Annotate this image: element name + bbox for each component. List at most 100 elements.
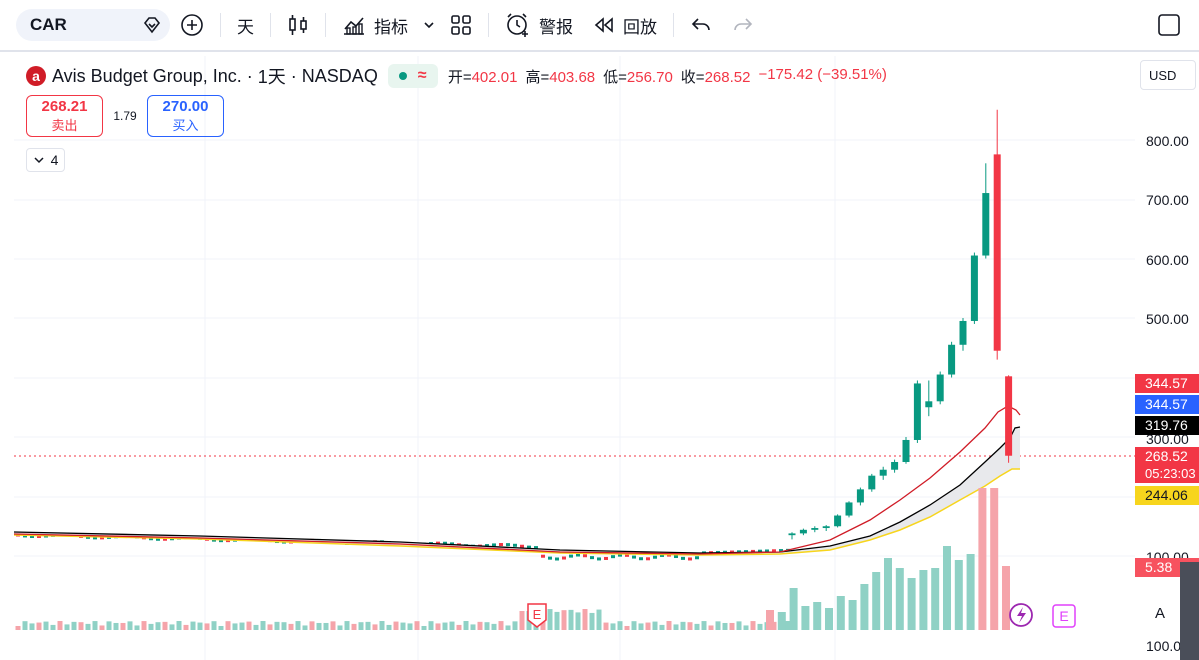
axis-tick: 700.00 <box>1146 192 1189 208</box>
history-candle <box>93 536 97 540</box>
volume-bar <box>708 625 714 630</box>
volume-bar <box>449 621 455 630</box>
indicator-count: 4 <box>50 152 59 168</box>
volume-bar <box>596 609 602 630</box>
sell-price: 268.21 <box>41 98 88 115</box>
volume-bar <box>547 609 553 630</box>
currency-selector[interactable]: USD <box>1140 60 1196 90</box>
volume-bar <box>29 623 35 630</box>
symbol-search[interactable]: CAR <box>16 9 170 41</box>
history-candle <box>569 554 573 558</box>
legend-exchange: NASDAQ <box>301 65 378 86</box>
dot-separator: · <box>241 65 258 86</box>
volume-bar <box>148 623 154 630</box>
market-status-badge[interactable]: ≈ <box>387 64 438 88</box>
close-value: 268.52 <box>704 68 751 86</box>
volume-bar <box>204 623 210 630</box>
volume-bar <box>400 622 406 630</box>
volume-bar <box>470 624 476 630</box>
earnings-marker-upcoming-letter: E <box>1059 608 1068 624</box>
history-candle <box>653 555 657 559</box>
volume-bar <box>715 621 721 630</box>
history-candle <box>576 553 580 557</box>
sell-button[interactable]: 268.21 卖出 <box>26 95 103 137</box>
indicators-collapse-button[interactable]: 4 <box>26 148 65 172</box>
currency-label: USD <box>1149 68 1177 83</box>
volume-bar <box>836 596 845 630</box>
history-candle <box>149 537 153 541</box>
volume-bar <box>330 621 336 630</box>
volume-bar <box>729 622 735 630</box>
candle-body <box>993 154 1001 351</box>
history-candle <box>163 537 167 541</box>
separator <box>270 13 271 37</box>
volume-bar <box>225 621 231 630</box>
volume-bar <box>302 625 308 630</box>
history-candle <box>758 549 762 553</box>
chart-type-button[interactable] <box>277 8 319 42</box>
volume-bar <box>673 624 679 630</box>
dot-separator: · <box>285 65 302 86</box>
change-value: −175.42 (−39.51%) <box>758 65 887 83</box>
volume-bar <box>554 611 560 630</box>
volume-bar <box>978 488 987 630</box>
volume-bar <box>801 606 810 630</box>
open-label: 开= <box>447 68 472 86</box>
indicators-button[interactable]: 指标 <box>332 8 418 42</box>
volume-bar <box>701 621 707 630</box>
replay-label: 回放 <box>623 17 657 37</box>
history-candle <box>695 556 699 560</box>
volume-bar <box>638 623 644 630</box>
candle-body <box>913 383 921 440</box>
candle-body <box>799 529 807 534</box>
close-label: 收= <box>680 68 705 86</box>
volume-bar <box>645 622 651 630</box>
symbol-legend: a Avis Budget Group, Inc. · 1天 · NASDAQ … <box>26 63 887 89</box>
candle-body <box>822 526 830 529</box>
volume-bar <box>966 554 975 630</box>
history-candle <box>646 557 650 561</box>
volume-bar <box>589 612 595 630</box>
compare-button[interactable] <box>170 8 214 42</box>
volume-bar <box>1002 566 1010 630</box>
volume-bar <box>491 623 497 630</box>
volume-bar <box>316 622 322 630</box>
candle-body <box>948 344 956 375</box>
diamond-icon[interactable] <box>142 15 162 35</box>
volume-bar <box>407 623 413 630</box>
candle-body <box>891 461 899 470</box>
volume-bar <box>92 621 98 630</box>
history-candle <box>583 554 587 558</box>
volume-bar <box>505 625 511 630</box>
alerts-button[interactable]: 警报 <box>495 8 583 42</box>
interval-button[interactable]: 天 <box>227 8 264 42</box>
auto-scale-button[interactable]: A <box>1154 604 1165 622</box>
history-candle <box>443 541 447 545</box>
history-candle <box>436 541 440 545</box>
volume-bar <box>694 623 700 630</box>
ma-yellow-line <box>14 468 1020 556</box>
history-candle <box>639 557 643 561</box>
volume-bar <box>134 625 140 630</box>
history-candle <box>604 556 608 560</box>
replay-button[interactable]: 回放 <box>583 8 667 42</box>
volume-bar <box>919 570 928 630</box>
volume-bar <box>71 621 77 630</box>
earnings-marker <box>527 603 547 628</box>
candle-body <box>1005 376 1013 456</box>
redo-button[interactable] <box>722 8 764 42</box>
volume-bar <box>323 622 329 630</box>
undo-button[interactable] <box>680 8 722 42</box>
history-candle <box>506 543 510 547</box>
indicators-dropdown[interactable] <box>418 8 440 42</box>
volume-bar <box>825 608 833 630</box>
fullscreen-button[interactable] <box>1147 8 1191 42</box>
axis-tick: 500.00 <box>1146 311 1189 327</box>
layout-button[interactable] <box>440 8 482 42</box>
spread-value: 1.79 <box>113 109 137 123</box>
history-candle <box>450 542 454 546</box>
volume-bar <box>813 602 822 630</box>
volume-bar <box>358 622 364 630</box>
buy-button[interactable]: 270.00 买入 <box>147 95 224 137</box>
